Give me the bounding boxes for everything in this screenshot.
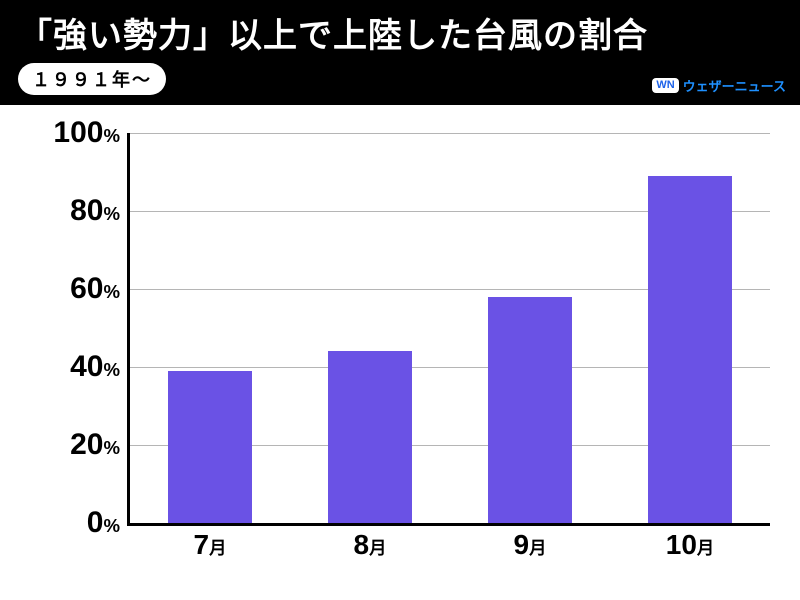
brand-logo: WN ウェザーニュース <box>652 76 786 95</box>
x-axis-label: 10月 <box>666 529 715 561</box>
chart-header: 「強い勢力」以上で上陸した台風の割合 １９９１年〜 WN ウェザーニュース <box>0 0 800 105</box>
chart-title: 「強い勢力」以上で上陸した台風の割合 <box>18 8 782 57</box>
bar <box>168 371 252 523</box>
chart-subtitle-pill: １９９１年〜 <box>18 63 166 95</box>
y-axis-label: 20% <box>70 428 120 462</box>
gridline <box>130 133 770 134</box>
bar <box>648 176 732 523</box>
bar <box>488 297 572 523</box>
x-axis-label: 9月 <box>514 529 547 561</box>
y-axis-label: 0% <box>87 506 120 540</box>
x-axis-label: 8月 <box>354 529 387 561</box>
chart-area: 0% 20% 40% 60% 80% 100% 7月 8月 9月 10月 <box>0 105 800 565</box>
y-axis-label: 100% <box>53 116 120 150</box>
bar <box>328 351 412 523</box>
brand-text: ウェザーニュース <box>683 76 786 95</box>
y-axis-label: 80% <box>70 194 120 228</box>
brand-badge-icon: WN <box>652 78 678 93</box>
y-axis-label: 40% <box>70 350 120 384</box>
x-axis <box>127 523 770 526</box>
y-axis <box>127 133 130 526</box>
y-axis-label: 60% <box>70 272 120 306</box>
x-axis-label: 7月 <box>194 529 227 561</box>
